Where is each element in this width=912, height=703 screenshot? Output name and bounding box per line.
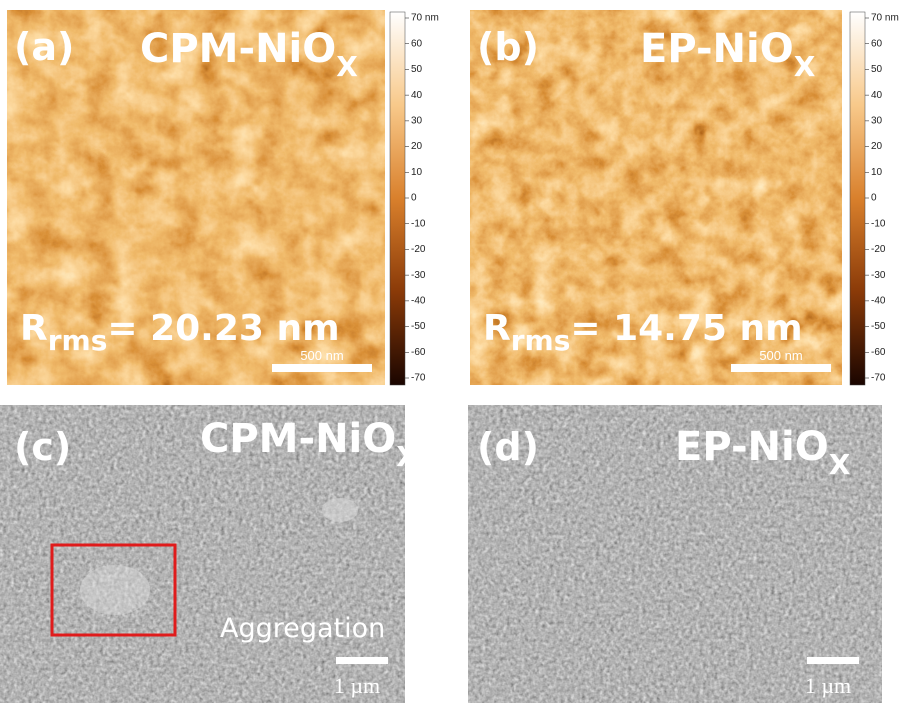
colorbar-ticks: 70 nm 60 50 40 30 20 10 0 -10 -20 -30 -40 -50 -60 -70 (405, 13, 439, 384)
title-sub: X (336, 50, 358, 83)
colorbar-tick-label: -50 (871, 321, 886, 332)
colorbar-tick-label: -60 (411, 347, 426, 358)
panel-label: (c) (14, 425, 71, 469)
roughness-sub: rms (511, 324, 571, 357)
scale-bar-label: 1 µm (334, 673, 380, 698)
scale-bar (272, 364, 372, 372)
annotation: Aggregation (220, 613, 385, 644)
afm-image (470, 10, 842, 385)
roughness-symbol: R (20, 308, 48, 349)
sem-image (468, 405, 882, 703)
colorbar-tick-label: -20 (411, 244, 426, 255)
scale-bar (336, 657, 388, 664)
colorbar-tick-label: 0 (871, 193, 877, 204)
colorbar-tick-label: 10 (411, 167, 423, 178)
colorbar-tick-label: 70 nm (411, 13, 439, 24)
roughness: Rrms= 14.75 nm (483, 308, 803, 357)
title-main: EP-NiO (675, 424, 829, 470)
colorbar (389, 11, 406, 386)
scale-bar-label: 500 nm (300, 348, 343, 363)
colorbar-tick-label: -40 (871, 295, 886, 306)
colorbar-tick-label: 60 (871, 38, 883, 49)
colorbar-tick-label: -10 (871, 218, 886, 229)
colorbar-tick-label: -50 (411, 321, 426, 332)
title-sub: X (829, 448, 851, 481)
colorbar-tick-label: -20 (871, 244, 886, 255)
colorbar-tick-label: 30 (871, 115, 883, 126)
colorbar-tick-label: 50 (411, 64, 423, 75)
title-main: CPM-NiO (200, 416, 396, 462)
panel-c: (c) CPM-NiOX Aggregation 1 µm (0, 405, 418, 703)
panel-title: CPM-NiOX (200, 416, 418, 473)
colorbar-tick-label: 50 (871, 64, 883, 75)
colorbar-tick-label: 20 (871, 141, 883, 152)
roughness: Rrms= 20.23 nm (20, 308, 340, 357)
panel-title: EP-NiOX (675, 424, 851, 481)
roughness-value: = 20.23 nm (107, 308, 339, 349)
scale-bar-label: 500 nm (759, 348, 802, 363)
panel-a: (a) CPM-NiOX Rrms= 20.23 nm 500 nm 70 nm… (7, 10, 439, 386)
colorbar-tick-label: 10 (871, 167, 883, 178)
colorbar-tick-label: -70 (411, 373, 426, 384)
panel-label: (b) (477, 25, 539, 69)
title-sub: X (396, 440, 418, 473)
colorbar-tick-label: -70 (871, 373, 886, 384)
title-main: EP-NiO (640, 26, 794, 72)
title-main: CPM-NiO (140, 26, 336, 72)
colorbar-ticks: 70 nm 60 50 40 30 20 10 0 -10 -20 -30 -40 -50 -60 -70 (865, 13, 899, 384)
aggregate (322, 498, 358, 522)
colorbar-tick-label: -10 (411, 218, 426, 229)
roughness-symbol: R (483, 308, 511, 349)
colorbar-tick-label: 60 (411, 38, 423, 49)
panel-b: (b) EP-NiOX Rrms= 14.75 nm 500 nm 70 nm 6… (470, 10, 899, 386)
colorbar-tick-label: -30 (871, 270, 886, 281)
colorbar (849, 11, 866, 386)
title-sub: X (794, 50, 816, 83)
colorbar-tick-label: 30 (411, 115, 423, 126)
colorbar-tick-label: -40 (411, 295, 426, 306)
colorbar-tick-label: 0 (411, 193, 417, 204)
scale-bar (731, 364, 831, 372)
panel-label: (d) (477, 425, 539, 469)
highlight-box (50, 543, 177, 637)
panel-d: (d) EP-NiOX 1 µm (468, 405, 882, 703)
colorbar-tick-label: -60 (871, 347, 886, 358)
panel-title: CPM-NiOX (140, 26, 358, 83)
scale-bar (807, 657, 859, 664)
colorbar-tick-label: -30 (411, 270, 426, 281)
colorbar-tick-label: 70 nm (871, 13, 899, 24)
aggregate (80, 565, 150, 615)
colorbar-tick-label: 40 (871, 90, 883, 101)
roughness-sub: rms (48, 324, 108, 357)
sem-image (0, 405, 405, 703)
colorbar-tick-label: 20 (411, 141, 423, 152)
scale-bar-label: 1 µm (805, 673, 851, 698)
colorbar-tick-label: 40 (411, 90, 423, 101)
panel-label: (a) (14, 25, 74, 69)
panel-title: EP-NiOX (640, 26, 816, 83)
roughness-value: = 14.75 nm (570, 308, 802, 349)
afm-image (7, 10, 385, 385)
